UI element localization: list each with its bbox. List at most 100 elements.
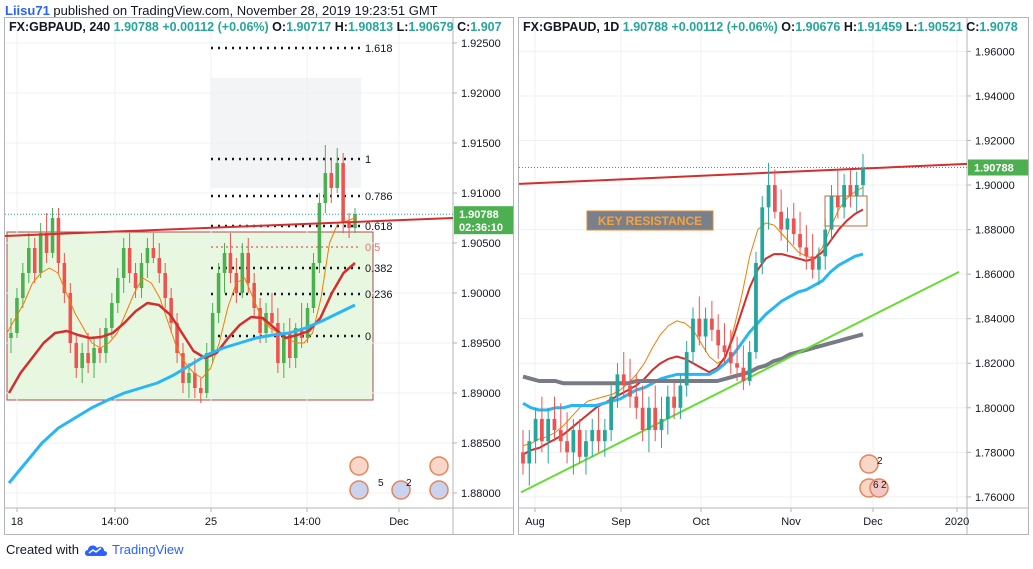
candle-body [804,247,809,257]
candle-body [228,253,233,273]
candle-body [110,303,114,328]
x-tick-label: 18 [11,516,23,528]
plot-area [519,18,967,534]
price-tag-box [968,159,1028,176]
x-tick-label: Nov [781,516,801,528]
y-tick-label: 1.90500 [461,238,501,250]
candle-body [80,353,84,368]
au-flag-icon[interactable] [349,480,369,500]
fib-level-label: 0.618 [365,221,393,233]
event-count: 2 [881,480,887,491]
fib-level-label: 0.786 [365,191,393,203]
candle-body [50,218,55,253]
candle-body [754,263,758,353]
y-tick-label: 1.88000 [461,488,501,500]
uk-flag-icon[interactable] [429,456,449,476]
candle-body [68,293,73,343]
candle-body [163,273,167,298]
ema-line-1 [6,217,356,379]
key-resistance-annotation[interactable]: KEY RESISTANCE [586,210,714,231]
candle-body [157,258,162,273]
candle-body [647,407,651,431]
candle-body [246,253,251,283]
price-tag-value: 1.90788 [459,209,499,221]
footer: Created with TradingView [6,542,184,557]
fib-level-label: 0 [365,331,371,343]
close-label: C: [457,20,471,34]
event-count: 6 [873,480,879,491]
y-tick-label: 1.92000 [975,136,1015,148]
resistance-line[interactable] [5,217,454,237]
resistance-trendline[interactable] [519,162,968,185]
candle-body [728,352,733,364]
candle-body [621,374,626,386]
uk-flag-icon[interactable] [869,478,889,498]
high-value: 1.91459 [857,20,903,34]
candle-body [596,430,601,442]
price-change: +0.00112 (+0.06%) [671,20,778,34]
candle-body [258,308,262,333]
fib-level-label: 1.618 [365,43,393,55]
open-label: O: [781,20,796,34]
candle-body [175,323,179,353]
candle-body [305,308,310,338]
y-tick-label: 1.82000 [975,358,1015,370]
candle-body [552,418,557,431]
y-tick-label: 1.76000 [975,492,1015,504]
fib-level-label: 0.5 [365,242,380,254]
ema-line-3 [522,252,864,412]
candle-body [835,196,840,208]
close-value: 1.9078 [979,20,1018,34]
candle-body [602,430,607,442]
candle-body [199,388,203,393]
candle-body [716,329,721,346]
candle-body [829,196,834,230]
x-tick-label: 14:00 [101,516,129,528]
y-tick-label: 1.92000 [461,88,501,100]
y-tick-label: 1.88500 [461,438,501,450]
low-value: 1.90521 [917,20,963,34]
y-tick-label: 1.94000 [975,91,1015,103]
candle-body [276,323,280,363]
candle-body [347,223,351,228]
chart-canvas-4h[interactable]: 1.618 1 0.786 0.618 0.5 0.382 0.236 0 1.92500 1.… [5,18,514,535]
economic-events[interactable]: 5 2 [349,456,449,500]
candle-body [210,313,215,353]
uk-flag-icon[interactable] [349,456,369,476]
chart-panel-4h[interactable]: FX:GBPAUD, 240 1.90788 +0.00112 (+0.06%)… [4,17,514,535]
symbol-label[interactable]: FX:GBPAUD, 1D [523,20,620,34]
symbol-label[interactable]: FX:GBPAUD, 240 [9,20,111,34]
au-flag-icon[interactable] [429,480,449,500]
tradingview-link[interactable]: TradingView [112,542,184,557]
candle-body [615,374,620,397]
support-trendline[interactable] [520,271,960,494]
x-tick-label: 25 [205,516,217,528]
author-link[interactable]: Liisu71 [5,3,50,18]
candle-body [634,396,639,408]
uk-flag-icon[interactable] [859,454,879,474]
chart-canvas-1d[interactable]: KEY RESISTANCE 1.96000 1.94000 1.92000 1.90… [519,18,1029,535]
candle-body [216,273,221,313]
candle-body [27,248,31,273]
au-flag-icon[interactable] [391,480,411,500]
candle-body [747,352,752,382]
candle-body [590,430,595,442]
candle-body [240,253,245,293]
candle-body [533,418,538,442]
last-price-tag: 1.90788 [968,159,1028,176]
candle-body [92,348,96,363]
candle-body [151,248,156,258]
y-tick-label: 1.91500 [461,138,501,150]
chart-panel-1d[interactable]: FX:GBPAUD, 1D 1.90788 +0.00112 (+0.06%) … [518,17,1029,535]
close-label: C: [966,20,980,34]
candle-body [44,233,49,253]
candle-body [282,333,286,363]
candle-body [810,256,815,270]
economic-events[interactable]: 2 6 2 [859,454,889,498]
candle-body [665,396,670,419]
low-label: L: [396,20,409,34]
chart-legend-1d: FX:GBPAUD, 1D 1.90788 +0.00112 (+0.06%) … [523,20,1018,34]
y-tick-label: 1.89000 [461,388,501,400]
consolidation-box [6,231,374,401]
candle-body [628,385,632,397]
